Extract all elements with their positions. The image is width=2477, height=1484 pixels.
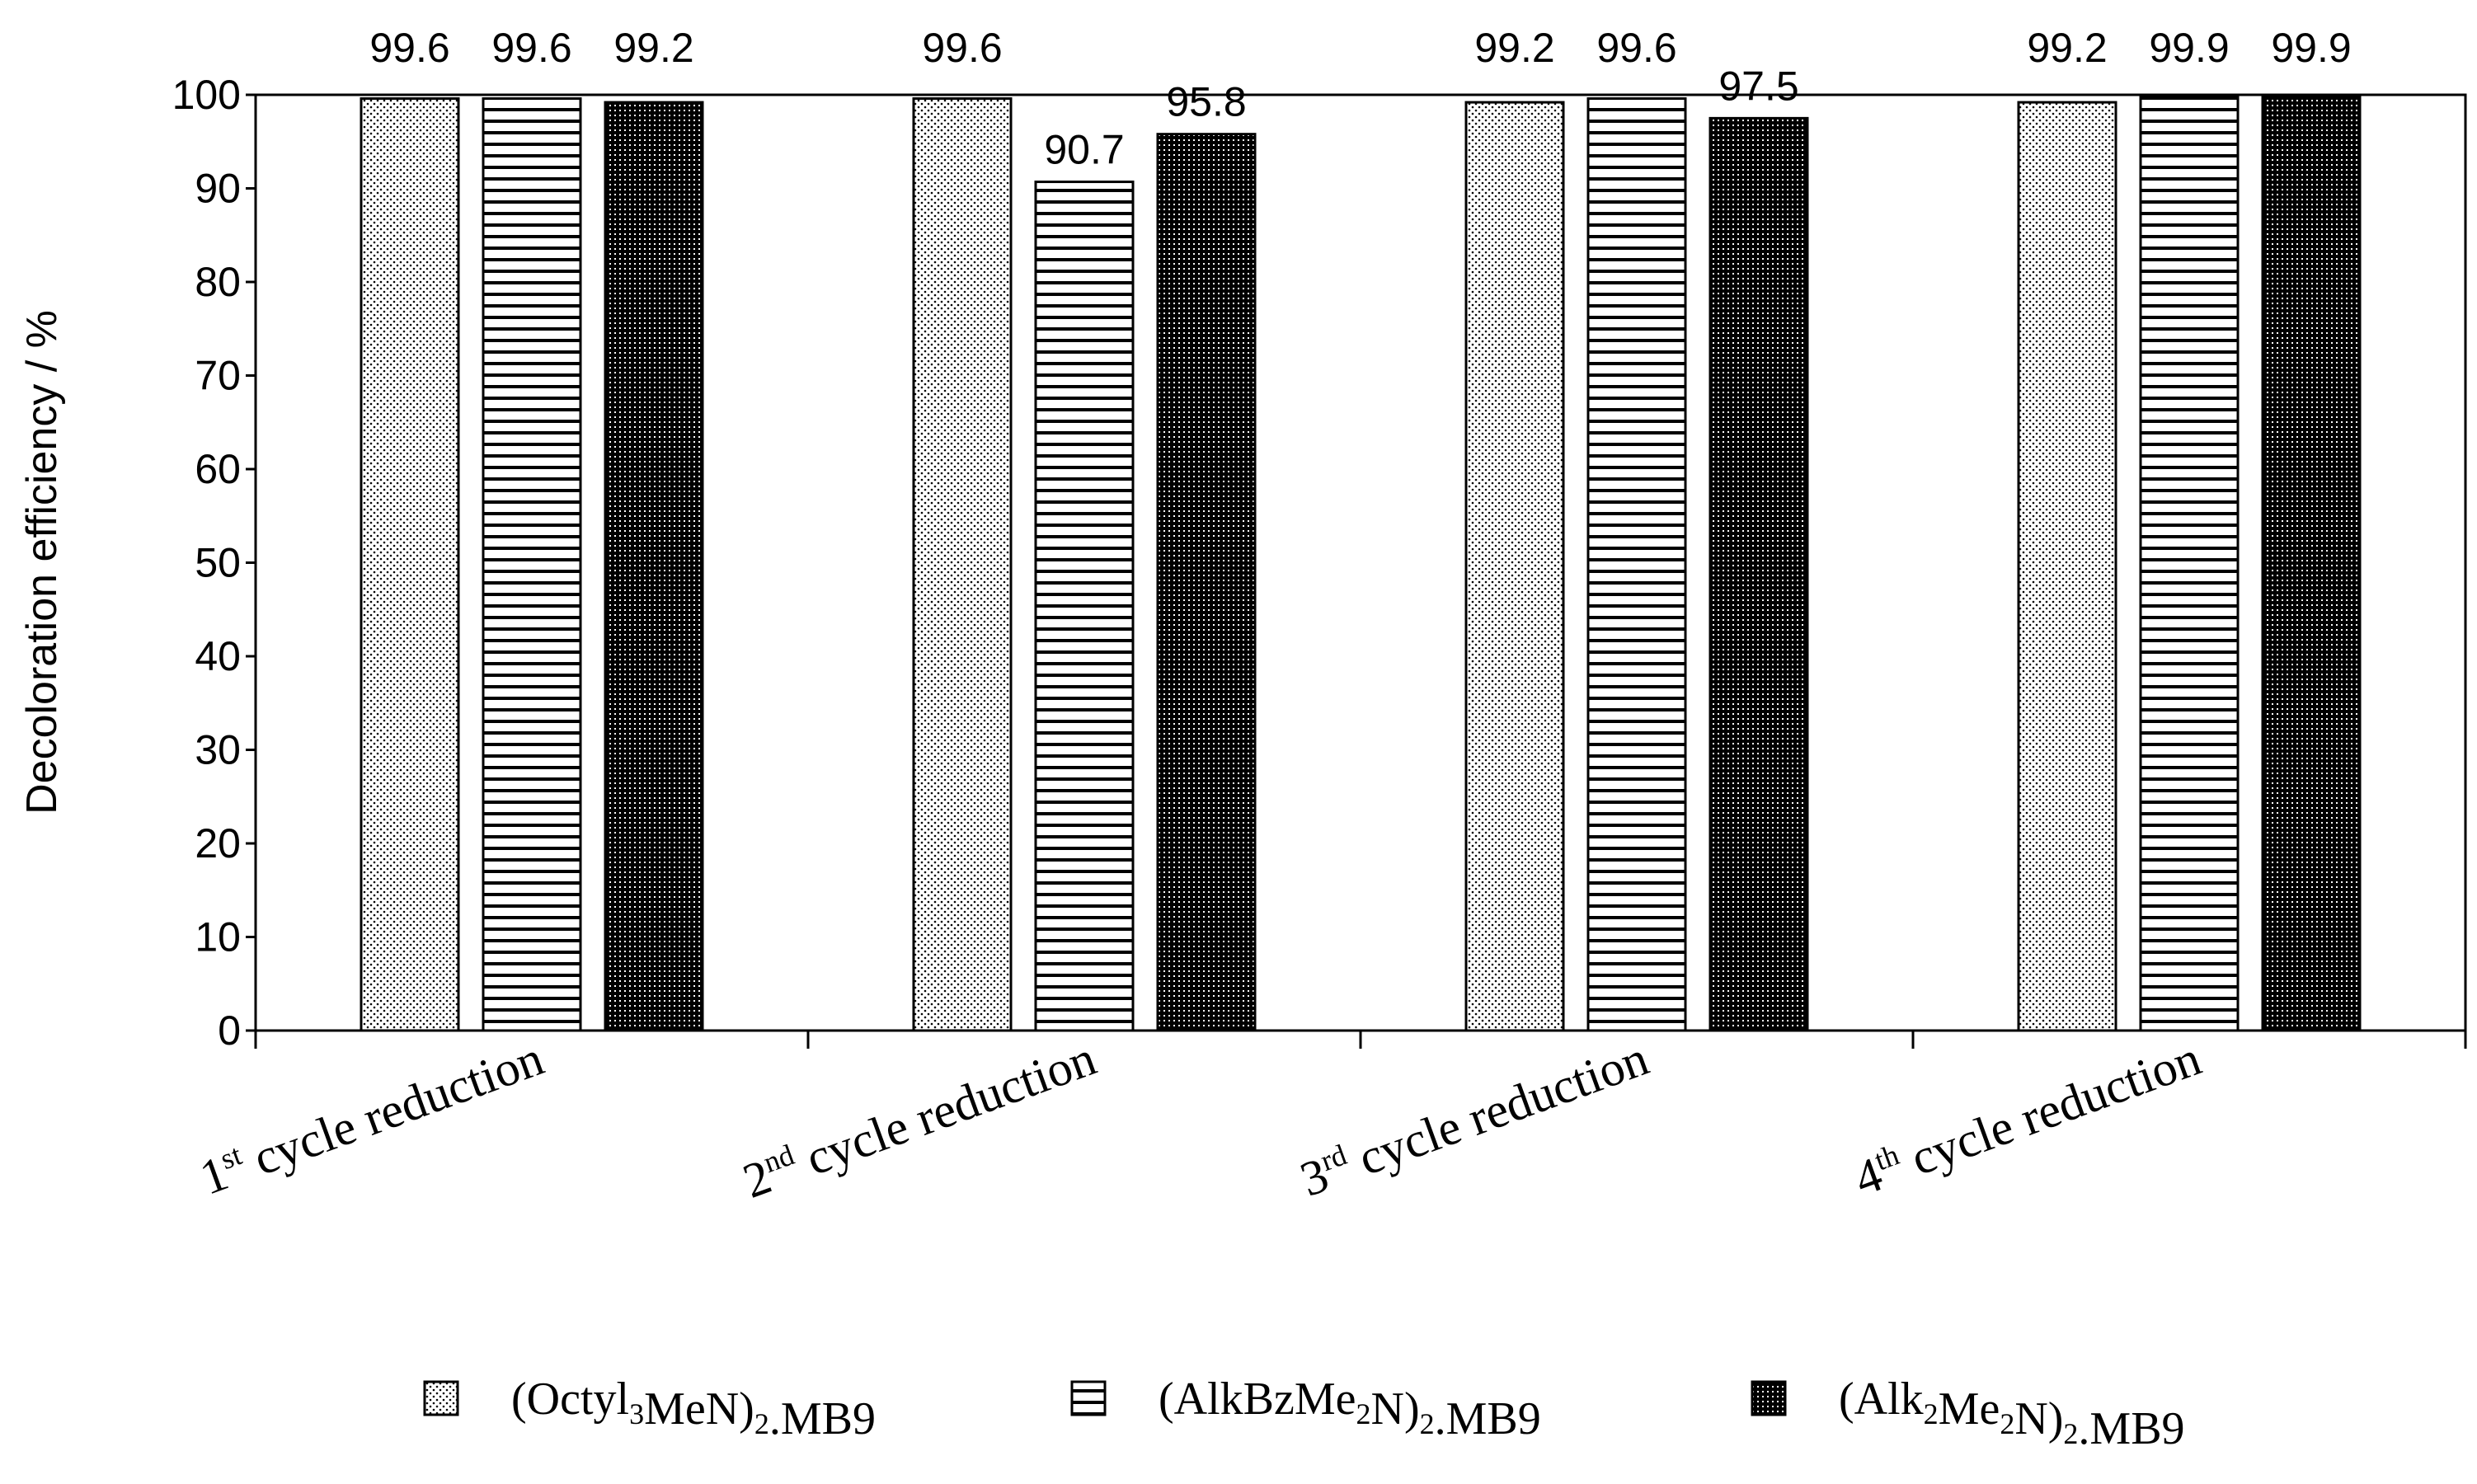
data-label: 99.9 (2271, 25, 2351, 71)
bar-dots-4 (2017, 101, 2117, 1032)
y-axis-title: Decoloration efficiency / % (18, 310, 66, 815)
legend-label: (AlkBzMe2N)2.MB9 (1159, 1374, 1541, 1444)
data-label: 97.5 (1718, 63, 1798, 109)
y-tick-label: 60 (195, 446, 241, 492)
bar-dots-3 (1464, 101, 1565, 1032)
category-label: 1st cycle reduction (193, 1030, 551, 1205)
y-tick-label: 30 (195, 727, 241, 773)
bars-group (360, 94, 2362, 1032)
bar-hlines-1 (482, 97, 582, 1032)
legend-swatch-dots (423, 1380, 459, 1416)
bar-dense-4 (2261, 94, 2362, 1032)
data-label: 90.7 (1044, 127, 1124, 173)
y-tick-label: 90 (195, 166, 241, 212)
y-tick-label: 0 (218, 1007, 241, 1054)
plot-area (254, 93, 2467, 1032)
y-tick-label: 100 (172, 72, 241, 118)
bar-dots-1 (360, 97, 460, 1032)
data-label: 99.6 (369, 25, 449, 71)
y-tick-label: 50 (195, 540, 241, 586)
bar-hlines-3 (1586, 97, 1687, 1032)
category-label: 4th cycle reduction (1847, 1030, 2207, 1206)
data-label: 99.6 (922, 25, 1002, 71)
bar-dense-2 (1156, 133, 1257, 1032)
y-axis: 0 10 20 30 40 50 60 70 80 90 100 (172, 72, 256, 1054)
data-labels-group: 99.6 99.6 99.2 99.6 90.7 95.8 99.2 99.6 97.5 99.2… (369, 25, 2351, 173)
bar-dots-2 (912, 97, 1013, 1032)
legend-label: (Octyl3MeN)2.MB9 (511, 1374, 876, 1444)
legend: (Octyl3MeN)2.MB9 (AlkBzMe2N)2.MB9 (Alk2Me2… (423, 1374, 2185, 1454)
y-tick-label: 70 (195, 353, 241, 399)
data-label: 99.6 (491, 25, 571, 71)
legend-swatch-dense (1751, 1380, 1787, 1416)
data-label: 99.6 (1596, 25, 1676, 71)
bar-hlines-4 (2139, 94, 2240, 1032)
legend-label: (Alk2Me2N)2.MB9 (1839, 1374, 2185, 1454)
data-label: 99.9 (2149, 25, 2229, 71)
data-label: 99.2 (2027, 25, 2107, 71)
data-label: 95.8 (1166, 79, 1246, 125)
category-label: 2nd cycle reduction (736, 1030, 1102, 1209)
y-tick-label: 10 (195, 914, 241, 960)
y-tick-label: 40 (195, 633, 241, 679)
data-label: 99.2 (613, 25, 693, 71)
bar-dense-3 (1709, 116, 1809, 1032)
legend-swatch-hlines (1070, 1380, 1107, 1416)
y-tick-label: 20 (195, 820, 241, 866)
data-label: 99.2 (1474, 25, 1554, 71)
category-label: 3rd cycle reduction (1293, 1030, 1655, 1207)
y-tick-label: 80 (195, 259, 241, 305)
bar-hlines-2 (1034, 181, 1135, 1032)
category-labels-group: 1st cycle reduction 2nd cycle reduction 3r… (193, 1030, 2207, 1209)
x-axis (254, 1031, 2467, 1049)
bar-dense-1 (604, 101, 704, 1032)
